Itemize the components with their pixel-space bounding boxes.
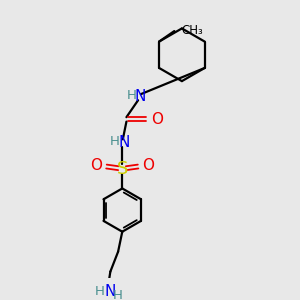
Text: O: O <box>90 158 102 173</box>
Text: N: N <box>119 135 130 150</box>
Text: N: N <box>104 284 116 299</box>
Text: S: S <box>117 160 128 178</box>
Text: CH₃: CH₃ <box>182 24 204 37</box>
Text: O: O <box>151 112 163 127</box>
Text: H: H <box>95 285 105 298</box>
Text: N: N <box>135 89 146 104</box>
Text: H: H <box>112 289 122 300</box>
Text: H: H <box>127 89 136 102</box>
Text: H: H <box>110 135 119 148</box>
Text: O: O <box>142 158 154 173</box>
